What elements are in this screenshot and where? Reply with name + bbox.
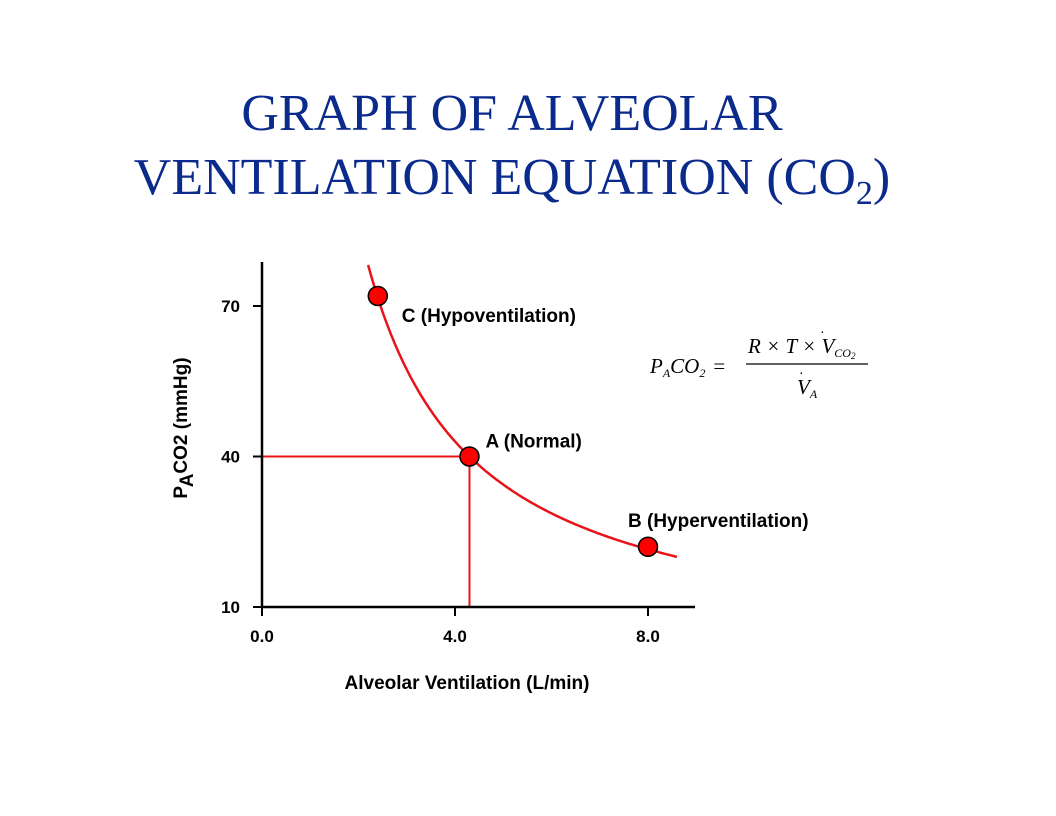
reference-lines [262, 455, 471, 607]
x-tick-label: 0.0 [250, 627, 274, 646]
equation-lhs-co: CO [670, 354, 699, 378]
equation-numerator-text: R × T × V [747, 334, 836, 358]
y-axis-title-p: P [171, 486, 192, 499]
y-tick-label: 10 [221, 598, 240, 617]
y-tick-label: 40 [221, 448, 240, 467]
slide-title-line2-text: VENTILATION EQUATION (CO [133, 149, 856, 206]
slide-title-close-paren: ) [872, 149, 891, 206]
denominator-dot: · [799, 364, 804, 380]
slide-title: GRAPH OF ALVEOLAR VENTILATION EQUATION (… [0, 82, 1024, 226]
y-axis-title-sub-a: A [177, 473, 198, 487]
equation-denominator-v: V [797, 375, 812, 399]
y-axis-title: PACO2 (mmHg) [171, 357, 198, 498]
y-tick-label: 70 [221, 297, 240, 316]
x-tick-label: 4.0 [443, 627, 467, 646]
equation-numerator-sub-2: 2 [851, 351, 856, 361]
point-label-B: B (Hyperventilation) [628, 511, 809, 532]
y-axis-title-co: CO [171, 445, 192, 474]
slide-title-line1: GRAPH OF ALVEOLAR [241, 85, 783, 142]
equation-equals: = [713, 354, 725, 378]
equation-lhs: PACO2 = [649, 354, 725, 380]
point-label-C: C (Hypoventilation) [402, 306, 576, 327]
point-label-A: A (Normal) [485, 432, 581, 453]
equation-denominator-sub: A [809, 387, 818, 401]
equation-denominator: VA [797, 375, 818, 401]
y-axis-title-two: 2 [171, 434, 192, 445]
equation-lhs-p: P [649, 354, 663, 378]
chart-axes: 0.0 4.0 8.0 10 40 70 [221, 262, 695, 646]
point-A [459, 446, 480, 467]
x-tick-label: 8.0 [636, 627, 660, 646]
slide-title-line2: VENTILATION EQUATION (CO2) [0, 146, 1024, 226]
pco2-curve [366, 264, 678, 559]
equation-numerator-sub: CO [834, 346, 851, 360]
equation-numerator: R × T × VCO2 [747, 334, 856, 361]
y-axis-title-unit: (mmHg) [171, 357, 192, 434]
point-C [367, 285, 389, 307]
ventilation-equation: PACO2 = R × T × VCO2 · VA · [649, 323, 868, 401]
slide-title-subscript: 2 [855, 175, 873, 212]
data-points: C (Hypoventilation) A (Normal) B (Hyperven… [367, 285, 809, 558]
equation-lhs-sub-a: A [662, 366, 671, 380]
x-axis-title: Alveolar Ventilation (L/min) [345, 673, 590, 694]
numerator-dot: · [820, 323, 825, 339]
equation-lhs-sub-2: 2 [699, 366, 705, 380]
point-B [637, 536, 659, 558]
